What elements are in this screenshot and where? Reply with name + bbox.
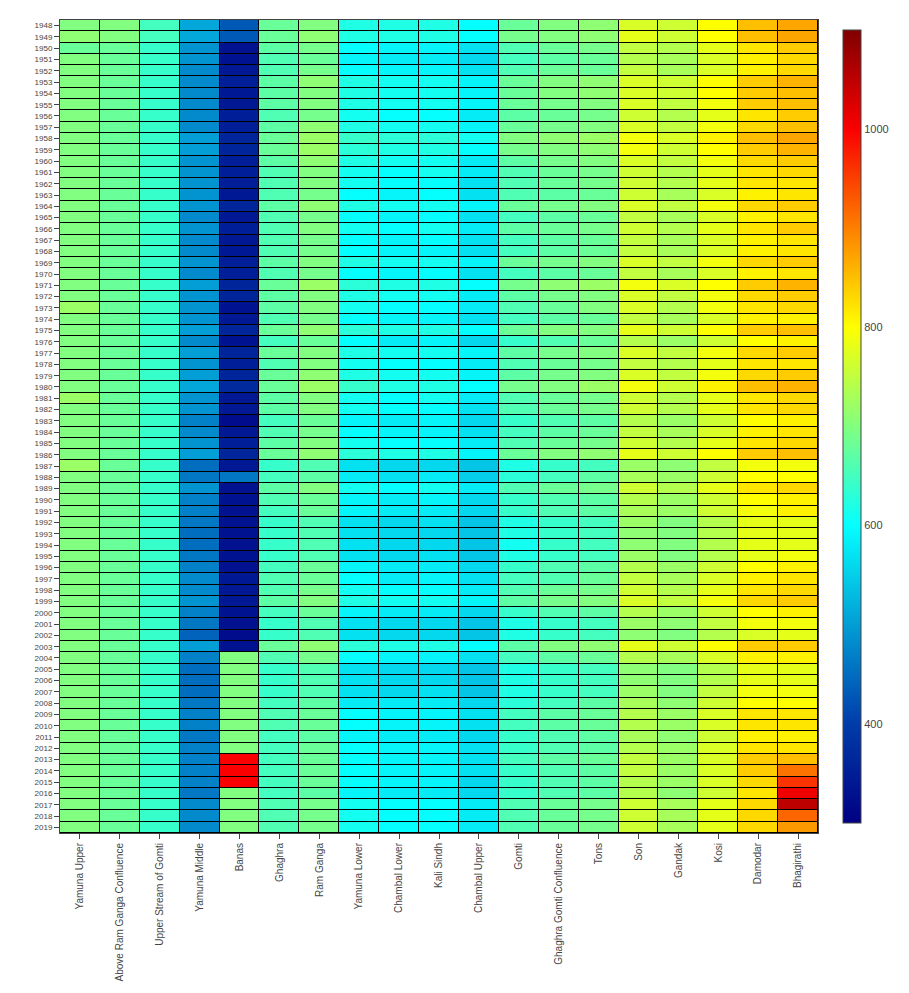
svg-text:Damodar: Damodar: [752, 842, 763, 884]
svg-text:Gandak: Gandak: [673, 842, 684, 878]
svg-text:1948: 1948: [35, 21, 53, 30]
svg-text:1961: 1961: [35, 168, 53, 177]
svg-text:Yamuna Upper: Yamuna Upper: [74, 842, 85, 909]
svg-text:1981: 1981: [35, 394, 53, 403]
svg-text:2005: 2005: [35, 665, 53, 674]
svg-text:Gomti: Gomti: [513, 843, 524, 870]
svg-text:2016: 2016: [35, 789, 53, 798]
svg-text:2007: 2007: [35, 688, 53, 697]
svg-text:Bhagirathi: Bhagirathi: [792, 843, 803, 888]
svg-text:1966: 1966: [35, 225, 53, 234]
svg-text:1986: 1986: [35, 451, 53, 460]
svg-text:1998: 1998: [35, 586, 53, 595]
svg-text:1992: 1992: [35, 518, 53, 527]
svg-text:1985: 1985: [35, 439, 53, 448]
svg-text:1959: 1959: [35, 146, 53, 155]
svg-text:Ghaghra: Ghaghra: [274, 843, 285, 882]
svg-text:1978: 1978: [35, 360, 53, 369]
svg-text:Chambal Upper: Chambal Upper: [473, 842, 484, 913]
svg-text:2018: 2018: [35, 812, 53, 821]
svg-text:1990: 1990: [35, 496, 53, 505]
svg-text:1967: 1967: [35, 236, 53, 245]
svg-text:1960: 1960: [35, 157, 53, 166]
svg-text:1989: 1989: [35, 484, 53, 493]
svg-text:1949: 1949: [35, 33, 53, 42]
svg-text:1996: 1996: [35, 563, 53, 572]
svg-text:1957: 1957: [35, 123, 53, 132]
svg-text:2004: 2004: [35, 654, 53, 663]
svg-text:Above Ram Ganga Confluence: Above Ram Ganga Confluence: [114, 843, 125, 982]
svg-text:2013: 2013: [35, 755, 53, 764]
svg-text:Son: Son: [633, 843, 644, 861]
svg-text:2017: 2017: [35, 801, 53, 810]
svg-text:1971: 1971: [35, 281, 53, 290]
svg-text:Yamuna Lower: Yamuna Lower: [353, 842, 364, 909]
svg-text:1980: 1980: [35, 383, 53, 392]
svg-text:1950: 1950: [35, 44, 53, 53]
svg-text:1997: 1997: [35, 575, 53, 584]
svg-text:1968: 1968: [35, 247, 53, 256]
svg-text:1956: 1956: [35, 112, 53, 121]
svg-text:400: 400: [864, 718, 882, 730]
svg-text:2008: 2008: [35, 699, 53, 708]
svg-text:Kali Sindh: Kali Sindh: [433, 843, 444, 888]
svg-text:1962: 1962: [35, 180, 53, 189]
svg-text:800: 800: [864, 321, 882, 333]
svg-text:Chambal Lower: Chambal Lower: [393, 842, 404, 913]
svg-text:2019: 2019: [35, 823, 53, 832]
svg-text:2015: 2015: [35, 778, 53, 787]
svg-text:1972: 1972: [35, 292, 53, 301]
svg-text:1951: 1951: [35, 55, 53, 64]
svg-text:1979: 1979: [35, 371, 53, 380]
svg-text:1952: 1952: [35, 67, 53, 76]
svg-text:Upper Stream of Gomti: Upper Stream of Gomti: [154, 843, 165, 946]
svg-text:2001: 2001: [35, 620, 53, 629]
svg-text:1999: 1999: [35, 597, 53, 606]
svg-text:1982: 1982: [35, 405, 53, 414]
svg-text:2003: 2003: [35, 642, 53, 651]
svg-text:600: 600: [864, 519, 882, 531]
svg-text:2010: 2010: [35, 722, 53, 731]
svg-text:1953: 1953: [35, 78, 53, 87]
svg-text:1970: 1970: [35, 270, 53, 279]
svg-text:1964: 1964: [35, 202, 53, 211]
svg-text:1974: 1974: [35, 315, 53, 324]
svg-text:Ghaghra Gomti Confluence: Ghaghra Gomti Confluence: [553, 843, 564, 965]
svg-text:2011: 2011: [35, 733, 53, 742]
svg-text:1954: 1954: [35, 89, 53, 98]
svg-text:1984: 1984: [35, 428, 53, 437]
svg-text:2000: 2000: [35, 609, 53, 618]
svg-text:1988: 1988: [35, 473, 53, 482]
svg-text:1975: 1975: [35, 326, 53, 335]
svg-text:2002: 2002: [35, 631, 53, 640]
svg-text:1963: 1963: [35, 191, 53, 200]
svg-text:1993: 1993: [35, 530, 53, 539]
svg-text:2012: 2012: [35, 744, 53, 753]
svg-text:1987: 1987: [35, 462, 53, 471]
svg-text:1000: 1000: [864, 123, 888, 135]
svg-text:Kosi: Kosi: [713, 843, 724, 862]
svg-text:1995: 1995: [35, 552, 53, 561]
svg-text:Yamuna Middle: Yamuna Middle: [194, 843, 205, 912]
svg-text:2014: 2014: [35, 767, 53, 776]
svg-text:1958: 1958: [35, 134, 53, 143]
svg-text:1973: 1973: [35, 304, 53, 313]
svg-text:1965: 1965: [35, 213, 53, 222]
svg-text:Banas: Banas: [234, 843, 245, 871]
svg-text:1977: 1977: [35, 349, 53, 358]
svg-text:Tons: Tons: [593, 843, 604, 864]
svg-text:1983: 1983: [35, 417, 53, 426]
svg-text:Ram Ganga: Ram Ganga: [314, 843, 325, 897]
svg-text:1969: 1969: [35, 259, 53, 268]
svg-text:1976: 1976: [35, 338, 53, 347]
svg-text:1955: 1955: [35, 100, 53, 109]
svg-text:2009: 2009: [35, 710, 53, 719]
svg-text:1991: 1991: [35, 507, 53, 516]
svg-text:1994: 1994: [35, 541, 53, 550]
svg-text:2006: 2006: [35, 676, 53, 685]
